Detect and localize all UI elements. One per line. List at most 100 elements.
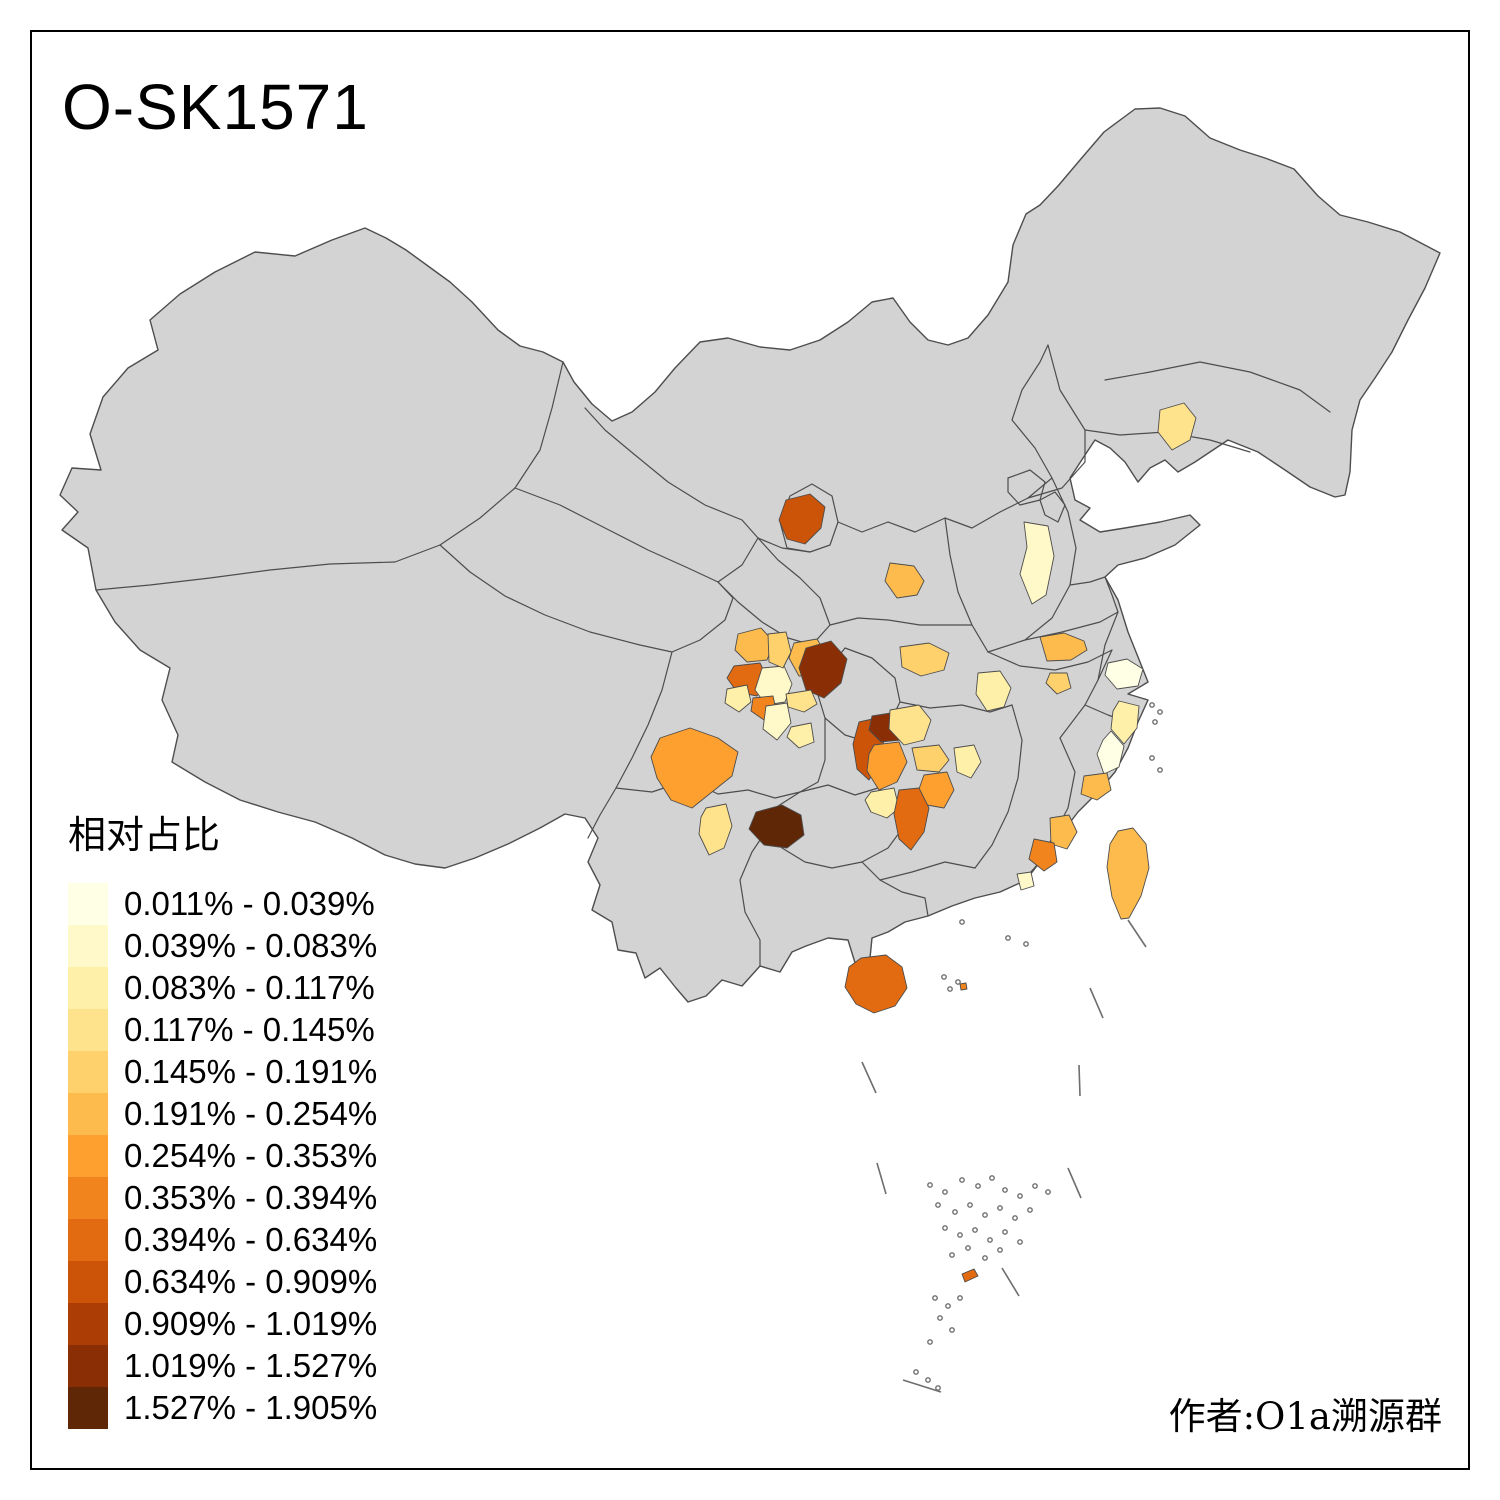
legend-row: 0.394% - 0.634% — [68, 1219, 377, 1261]
map-region-wenzhou — [1080, 772, 1112, 801]
province-boundary-line — [1027, 429, 1086, 499]
province-boundaries — [95, 344, 1331, 967]
small-island-dot — [957, 1295, 963, 1301]
province-boundary-line — [829, 617, 973, 626]
province-boundary-line — [1104, 576, 1119, 613]
sea-boundary-dash — [876, 1162, 887, 1195]
province-boundary-line — [95, 544, 441, 591]
legend-range-label: 0.039% - 0.083% — [124, 927, 378, 964]
map-region-hefei — [1039, 632, 1088, 662]
legend-row: 0.254% - 0.353% — [68, 1135, 377, 1177]
sea-boundary-dash — [1127, 919, 1147, 948]
province-boundary-line — [1039, 491, 1066, 523]
small-island-dot — [959, 1177, 965, 1183]
small-island-dot — [913, 1369, 919, 1375]
small-island-dot — [1027, 1207, 1033, 1213]
province-boundary-line — [439, 361, 564, 546]
legend-row: 0.909% - 1.019% — [68, 1303, 377, 1345]
small-island-dot — [1157, 767, 1163, 773]
sea-boundary-dash — [861, 1061, 877, 1094]
legend-color-swatch — [68, 925, 108, 967]
legend-range-label: 0.011% - 0.039% — [124, 885, 375, 922]
legend-color-swatch — [68, 1303, 108, 1345]
small-island-dot — [927, 1182, 933, 1188]
page-title: O-SK1571 — [62, 71, 369, 143]
legend-color-swatch — [68, 1177, 108, 1219]
map-region-changde — [888, 704, 932, 746]
province-boundary-line — [584, 407, 759, 583]
province-boundary-line — [974, 704, 1023, 869]
map-region-shenyang — [1157, 402, 1197, 451]
province-boundary-line — [1069, 576, 1106, 586]
map-region-luzhou — [786, 722, 815, 749]
province-boundary-line — [757, 537, 811, 553]
small-island-dot — [1149, 702, 1155, 708]
small-islands-and-dash-lines — [861, 702, 1163, 1393]
legend-color-swatch — [68, 1345, 108, 1387]
province-boundary-line — [861, 861, 929, 917]
province-boundary-line — [944, 517, 989, 653]
map-region-mianyang — [734, 627, 775, 663]
legend-row: 0.083% - 0.117% — [68, 967, 377, 1009]
map-region-shanxi-taiyuan — [1019, 521, 1055, 605]
map-region-spratly-islet — [961, 1268, 979, 1283]
small-island-dot — [1149, 755, 1155, 761]
small-island-dot — [1157, 709, 1163, 715]
legend-row: 0.117% - 0.145% — [68, 1009, 377, 1051]
small-island-dot — [1152, 719, 1158, 725]
map-region-nanyang — [899, 642, 950, 677]
province-boundary-line — [717, 537, 831, 646]
sea-boundary-dash — [1089, 987, 1104, 1019]
map-region-liangshan — [650, 727, 739, 809]
small-island-dot — [942, 1225, 948, 1231]
legend-color-swatch — [68, 1135, 108, 1177]
legend-row: 0.039% - 0.083% — [68, 925, 377, 967]
small-island-dot — [989, 1175, 995, 1181]
legend-range-label: 0.117% - 0.145% — [124, 1011, 375, 1048]
province-boundary-line — [1084, 429, 1121, 436]
small-island-dot — [982, 1212, 988, 1218]
small-island-dot — [1005, 935, 1011, 941]
small-island-dot — [927, 1339, 933, 1345]
province-boundary-line — [1047, 344, 1086, 431]
map-region-hengyang — [953, 744, 982, 779]
legend-color-swatch — [68, 1009, 108, 1051]
map-region-panzhihua-chuxiong — [698, 803, 733, 856]
legend-range-label: 0.394% - 0.634% — [124, 1221, 378, 1258]
legend-row: 1.019% - 1.527% — [68, 1345, 377, 1387]
province-boundary-line — [837, 344, 1053, 533]
province-boundary-line — [439, 544, 673, 653]
small-island-dot — [1032, 1183, 1038, 1189]
small-island-dot — [925, 1377, 931, 1383]
small-island-dot — [945, 1303, 951, 1309]
small-island-dot — [975, 1183, 981, 1189]
small-island-dot — [942, 1189, 948, 1195]
small-island-dot — [1017, 1239, 1023, 1245]
legend-range-label: 1.527% - 1.905% — [124, 1389, 378, 1426]
small-island-dot — [935, 1202, 941, 1208]
legend-range-label: 0.634% - 0.909% — [124, 1263, 378, 1300]
sea-boundary-dash — [1067, 1167, 1082, 1199]
map-region-dazhou-bazhong — [798, 640, 848, 699]
map-region-anhui-south — [1045, 672, 1072, 695]
legend-color-swatch — [68, 1219, 108, 1261]
map-region-shaoyang — [864, 787, 900, 819]
map-region-shantou — [1016, 871, 1035, 891]
small-island-dot — [967, 1202, 973, 1208]
legend-range-label: 0.191% - 0.254% — [124, 1095, 378, 1132]
map-region-xiangyang — [975, 670, 1012, 712]
small-island-dot — [997, 1205, 1003, 1211]
map-region-yiyang — [866, 741, 908, 791]
legend-color-swatch — [68, 1261, 108, 1303]
map-region-suining — [767, 631, 792, 669]
small-island-dot — [949, 1252, 955, 1258]
legend-color-swatch — [68, 1051, 108, 1093]
legend-range-label: 0.254% - 0.353% — [124, 1137, 378, 1174]
small-island-dot — [941, 974, 947, 980]
legend-color-swatch — [68, 1093, 108, 1135]
small-island-dot — [1023, 941, 1029, 947]
small-island-dot — [1002, 1229, 1008, 1235]
province-boundary-line — [739, 827, 769, 967]
